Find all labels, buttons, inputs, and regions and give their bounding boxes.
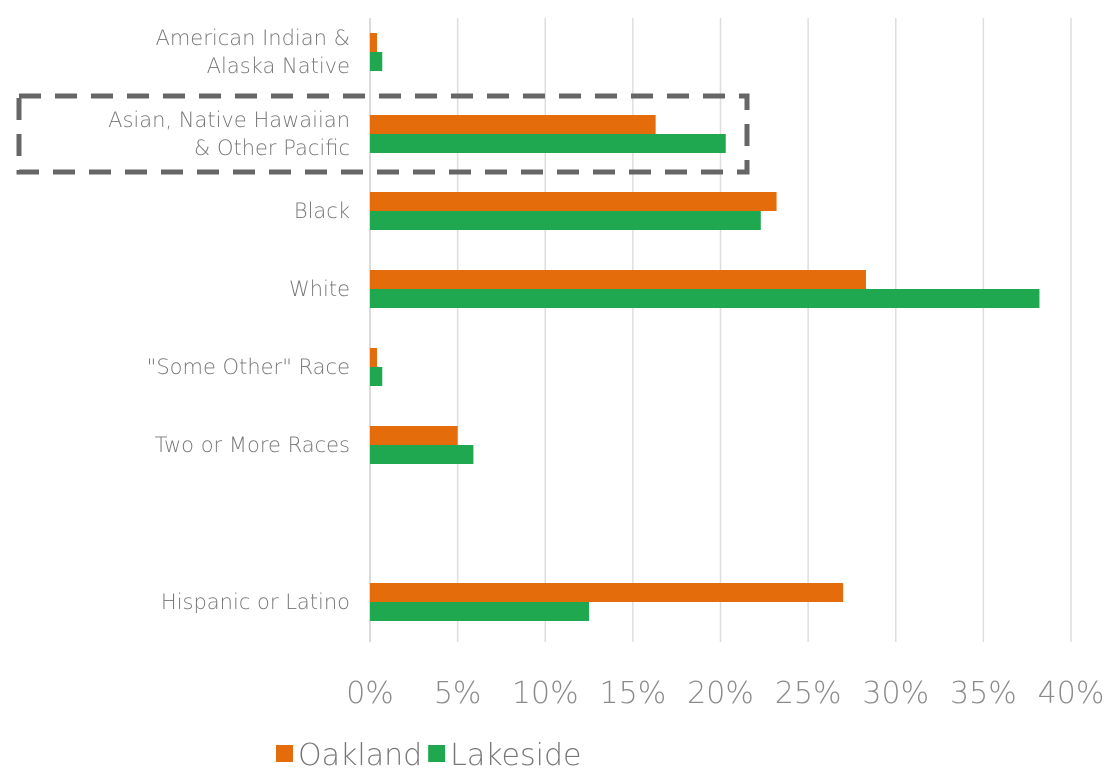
highlight-dashed-box (16, 93, 750, 175)
gridlines (369, 18, 1072, 642)
category-labels: American Indian & Alaska Native Asian, Nat… (108, 26, 350, 614)
bar-lakeside-2 (370, 211, 761, 230)
bar-oakland-5 (370, 426, 458, 445)
bar-oakland-0 (370, 33, 378, 52)
legend-swatch-oakland (276, 745, 293, 762)
x-tick-label: 5% (434, 676, 482, 711)
x-tick-label: 30% (862, 676, 929, 711)
legend: Oakland Lakeside (276, 738, 581, 773)
category-label: Alaska Native (207, 54, 350, 78)
category-label: & Other Pacific (194, 136, 350, 160)
bar-lakeside-1 (370, 134, 726, 153)
legend-label-lakeside: Lakeside (450, 738, 581, 773)
x-tick-label: 20% (687, 676, 754, 711)
x-tick-label: 10% (512, 676, 579, 711)
bar-lakeside-6 (370, 602, 590, 621)
bar-oakland-1 (370, 115, 656, 134)
x-axis-ticks: 0% 5% 10% 15% 20% 25% 30% 35% 40% (346, 676, 1104, 711)
x-tick-label: 35% (950, 676, 1017, 711)
category-label: Black (294, 199, 350, 223)
bar-oakland-3 (370, 270, 866, 289)
x-tick-label: 40% (1038, 676, 1105, 711)
bar-oakland-2 (370, 192, 777, 211)
category-label: White (289, 277, 350, 301)
bar-oakland-4 (370, 348, 378, 367)
x-tick-label: 15% (600, 676, 667, 711)
x-tick-label: 0% (346, 676, 394, 711)
category-label: "Some Other" Race (147, 355, 350, 379)
legend-label-oakland: Oakland (298, 738, 422, 773)
legend-swatch-lakeside (428, 745, 446, 762)
highlight-box (16, 93, 750, 175)
category-label: Asian, Native Hawaiian (108, 108, 350, 132)
bars (370, 33, 1040, 621)
category-label: Hispanic or Latino (161, 590, 350, 614)
category-label: Two or More Races (155, 433, 350, 457)
category-label: American Indian & (155, 26, 350, 50)
bar-oakland-6 (370, 583, 844, 602)
bar-lakeside-3 (370, 289, 1040, 308)
bar-lakeside-0 (370, 52, 383, 71)
bar-lakeside-4 (370, 367, 383, 386)
x-tick-label: 25% (775, 676, 842, 711)
bar-lakeside-5 (370, 445, 474, 464)
